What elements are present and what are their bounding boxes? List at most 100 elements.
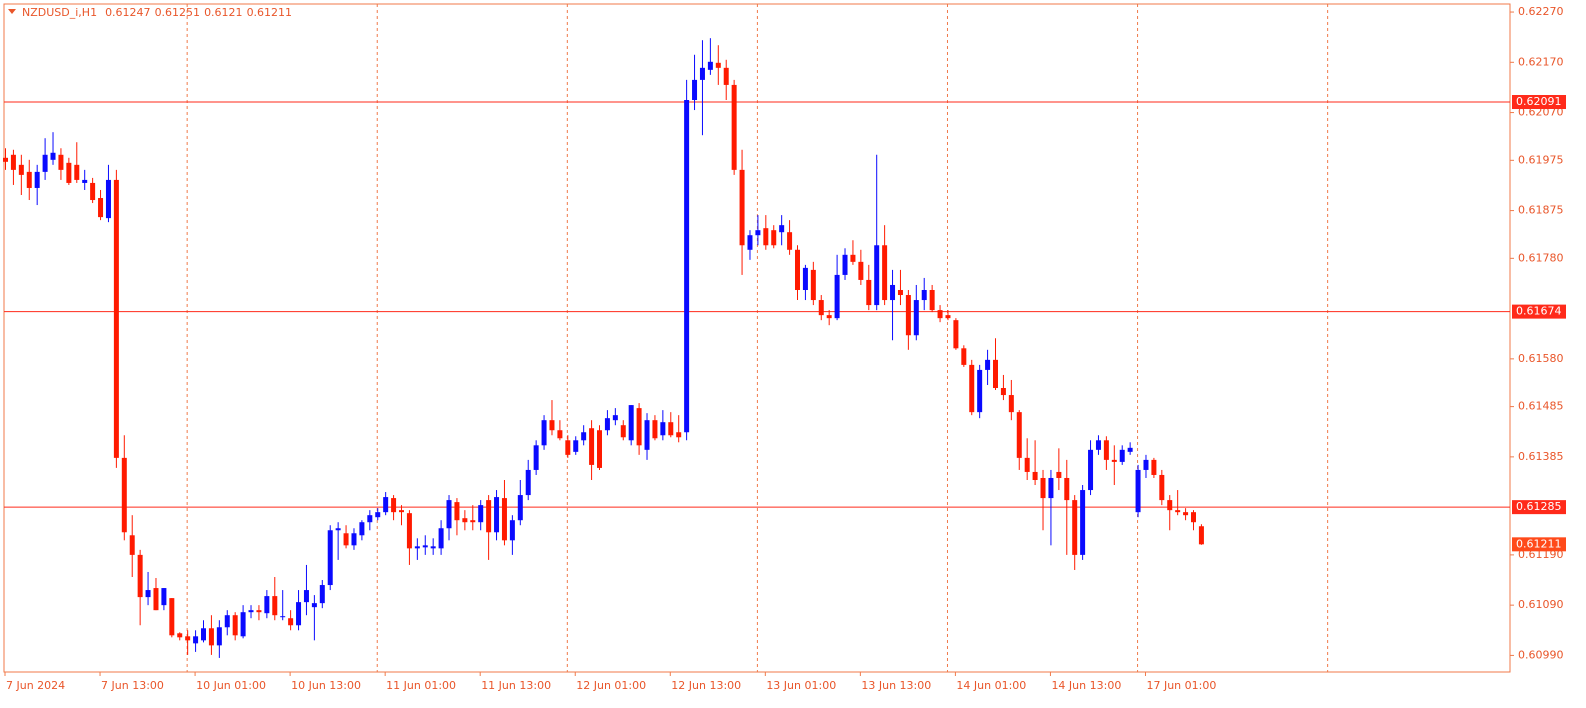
candle-body <box>1088 449 1094 491</box>
candle-body <box>573 440 579 452</box>
candle-body <box>897 289 903 296</box>
candle-body <box>121 457 127 533</box>
candle-body <box>240 612 246 637</box>
candle-body <box>137 554 143 598</box>
candle-body <box>327 530 333 586</box>
candle-body <box>509 520 515 541</box>
header-value: 0.61247 <box>105 6 151 19</box>
candle-body <box>177 633 183 638</box>
candle-body <box>232 615 238 636</box>
candle-body <box>335 528 341 531</box>
candle-body <box>1198 526 1204 545</box>
candle-body <box>1135 469 1141 513</box>
candle-body <box>581 432 587 441</box>
candle-body <box>129 535 135 555</box>
candle-body <box>185 636 191 641</box>
candle-body <box>771 230 777 246</box>
header-icon <box>8 9 16 14</box>
candle-body <box>787 232 793 250</box>
candle-body <box>264 596 270 614</box>
candle-body <box>692 79 698 101</box>
candle-body <box>153 588 159 611</box>
candle-body <box>1151 459 1157 475</box>
candle-body <box>18 164 24 175</box>
candle-body <box>707 61 713 70</box>
candle-body <box>723 67 729 85</box>
x-tick-label: 11 Jun 01:00 <box>386 679 456 692</box>
header-value: 0.6121 <box>204 6 243 19</box>
y-tick-label: 0.61975 <box>1518 153 1564 166</box>
candle-body <box>755 230 761 236</box>
candle-body <box>620 425 626 438</box>
candle-body <box>731 84 737 170</box>
candle-body <box>652 420 658 439</box>
candle-body <box>525 469 531 496</box>
candle-body <box>470 520 476 523</box>
candle-body <box>977 369 983 413</box>
candle-body <box>660 422 666 436</box>
candle-body <box>272 596 278 616</box>
candle-body <box>604 418 610 431</box>
candle-body <box>818 300 824 316</box>
x-tick-label: 12 Jun 13:00 <box>671 679 741 692</box>
candle-body <box>557 430 563 439</box>
y-tick-label: 0.62170 <box>1518 55 1564 68</box>
candle-body <box>969 364 975 413</box>
candle-body <box>66 162 72 183</box>
candle-body <box>74 164 80 180</box>
y-tick-label: 0.61580 <box>1518 352 1564 365</box>
x-tick-label: 10 Jun 13:00 <box>291 679 361 692</box>
candle-body <box>248 610 254 613</box>
candle-body <box>462 518 468 523</box>
candle-body <box>351 533 357 546</box>
candle-body <box>216 627 222 646</box>
candle-body <box>82 179 88 183</box>
candle-body <box>589 428 595 465</box>
candle-body <box>810 269 816 301</box>
candle-body <box>636 408 642 446</box>
candle-body <box>1048 477 1054 499</box>
candle-body <box>993 359 998 389</box>
candle-body <box>779 225 785 233</box>
candle-body <box>1040 477 1046 499</box>
y-tick-label: 0.61875 <box>1518 204 1564 217</box>
candle-body <box>1024 457 1030 472</box>
candle-body <box>1183 512 1189 516</box>
candle-body <box>311 603 317 608</box>
candle-body <box>1072 500 1078 555</box>
candle-body <box>834 274 840 319</box>
candle-body <box>193 636 199 644</box>
header-text: NZDUSD_i,H1 0.61247 0.61251 0.6121 0.61211 <box>22 6 292 19</box>
candle-body <box>383 497 389 513</box>
candle-body <box>42 154 48 172</box>
candle-body <box>90 182 96 201</box>
candle-body <box>1111 459 1117 462</box>
candle-body <box>50 152 56 160</box>
x-tick-label: 7 Jun 2024 <box>6 679 65 692</box>
candle-body <box>343 533 349 546</box>
candle-body <box>34 171 40 188</box>
candle-body <box>446 500 452 529</box>
header-value: 0.61211 <box>247 6 293 19</box>
x-tick-label: 10 Jun 01:00 <box>196 679 266 692</box>
candle-body <box>517 495 523 521</box>
candle-body <box>406 513 412 549</box>
candle-body <box>921 289 927 301</box>
level-label: 0.61285 <box>1516 500 1562 513</box>
candle-body <box>26 171 32 188</box>
candle-body <box>1175 510 1181 513</box>
y-tick-label: 0.62270 <box>1518 5 1564 18</box>
candle-body <box>739 169 745 246</box>
candle-body <box>953 320 959 349</box>
candle-body <box>913 300 919 336</box>
y-tick-label: 0.61385 <box>1518 450 1564 463</box>
x-tick-label: 11 Jun 13:00 <box>481 679 551 692</box>
candle-body <box>367 515 373 523</box>
candle-body <box>288 618 294 626</box>
candle-body <box>1056 471 1062 478</box>
candle-body <box>430 546 436 549</box>
candle-body <box>628 405 634 441</box>
candle-body <box>882 245 888 301</box>
